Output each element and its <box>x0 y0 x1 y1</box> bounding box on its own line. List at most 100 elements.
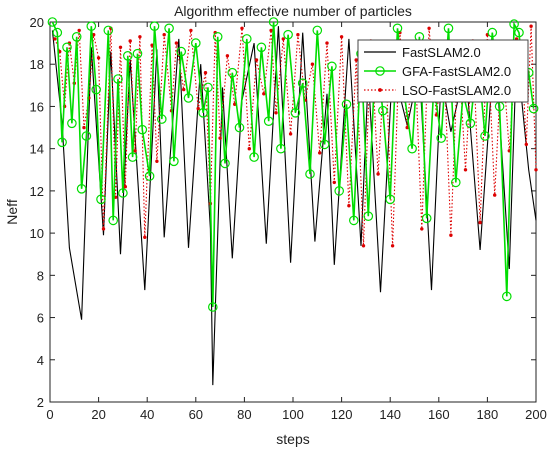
legend-entry: FastSLAM2.0 <box>364 45 481 60</box>
x-tick-label: 20 <box>91 407 105 422</box>
y-tick-label: 16 <box>30 99 44 114</box>
data-point <box>76 184 87 194</box>
data-point <box>189 28 193 33</box>
data-point <box>256 42 267 53</box>
data-point <box>296 32 300 37</box>
y-axis-label: Neff <box>4 199 20 225</box>
data-point <box>254 58 259 62</box>
chart-title: Algorithm effective number of particles <box>174 3 412 19</box>
legend-marker <box>375 66 385 76</box>
data-point <box>509 19 519 29</box>
data-point <box>164 23 174 34</box>
data-point <box>149 21 160 31</box>
data-point <box>174 41 179 45</box>
data-point <box>281 37 285 41</box>
data-point <box>348 215 359 226</box>
data-point <box>143 235 147 240</box>
legend-entry: GFA-FastSLAM2.0 <box>364 64 511 79</box>
data-point <box>318 151 322 155</box>
data-point <box>463 168 468 172</box>
data-point <box>332 180 336 185</box>
data-point <box>53 37 57 41</box>
data-point <box>288 132 293 136</box>
x-tick-label: 200 <box>525 407 547 422</box>
y-tick-label: 20 <box>30 15 44 30</box>
data-point <box>118 45 123 49</box>
data-point <box>480 131 490 141</box>
data-point <box>198 108 208 118</box>
series-layer <box>47 17 539 386</box>
data-point <box>108 215 118 226</box>
data-point <box>385 194 395 205</box>
x-tick-label: 180 <box>477 407 499 422</box>
data-point <box>81 131 92 141</box>
data-point <box>450 177 461 188</box>
data-point <box>227 67 238 78</box>
data-point <box>118 188 128 198</box>
data-point <box>77 28 81 33</box>
x-tick-label: 40 <box>140 407 154 422</box>
data-point <box>407 143 417 154</box>
data-point <box>176 46 186 57</box>
legend-entry: LSO-FastSLAM2.0 <box>364 83 511 98</box>
data-point <box>212 31 223 42</box>
data-point <box>283 29 293 40</box>
data-point <box>157 114 167 124</box>
data-point <box>524 142 528 147</box>
data-point <box>144 171 155 181</box>
data-point <box>493 193 497 197</box>
data-point <box>421 213 432 224</box>
legend-label: FastSLAM2.0 <box>402 45 481 60</box>
data-point <box>191 38 201 48</box>
y-tick-label: 12 <box>30 184 44 199</box>
data-point <box>169 156 179 167</box>
data-point <box>436 133 446 143</box>
x-tick-label: 120 <box>331 407 353 422</box>
data-point <box>339 35 344 39</box>
data-point <box>501 291 512 302</box>
data-point <box>138 35 142 39</box>
y-tick-label: 14 <box>30 142 44 157</box>
data-point <box>392 23 403 34</box>
x-axis-label: steps <box>276 431 309 447</box>
data-point <box>101 227 106 231</box>
data-point <box>297 78 308 88</box>
x-tick-label: 140 <box>379 407 401 422</box>
data-point <box>305 169 315 179</box>
data-point <box>208 302 218 312</box>
data-point <box>262 92 266 96</box>
series-line <box>51 21 535 308</box>
data-point <box>443 23 454 34</box>
data-point <box>242 34 252 44</box>
data-point <box>363 211 374 221</box>
data-point <box>57 137 67 148</box>
data-point <box>67 118 77 129</box>
data-point <box>478 220 482 225</box>
y-tick-label: 6 <box>37 311 44 326</box>
data-point <box>487 27 498 38</box>
data-point <box>96 194 106 205</box>
data-point <box>47 17 58 27</box>
data-point <box>361 244 366 248</box>
data-point <box>376 172 380 176</box>
legend-marker <box>378 88 382 92</box>
data-point <box>534 168 538 172</box>
y-tick-label: 18 <box>30 57 44 72</box>
data-point <box>341 99 352 110</box>
x-tick-label: 100 <box>282 407 304 422</box>
data-point <box>127 152 138 162</box>
data-point <box>155 159 159 164</box>
data-point <box>71 31 82 42</box>
data-point <box>334 186 344 196</box>
data-point <box>225 54 230 58</box>
data-point <box>218 136 222 140</box>
data-point <box>113 74 123 84</box>
data-point <box>203 70 208 75</box>
data-point <box>91 84 101 95</box>
data-point <box>325 41 329 45</box>
data-point <box>183 93 194 103</box>
data-point <box>249 152 259 162</box>
data-point <box>327 61 337 72</box>
